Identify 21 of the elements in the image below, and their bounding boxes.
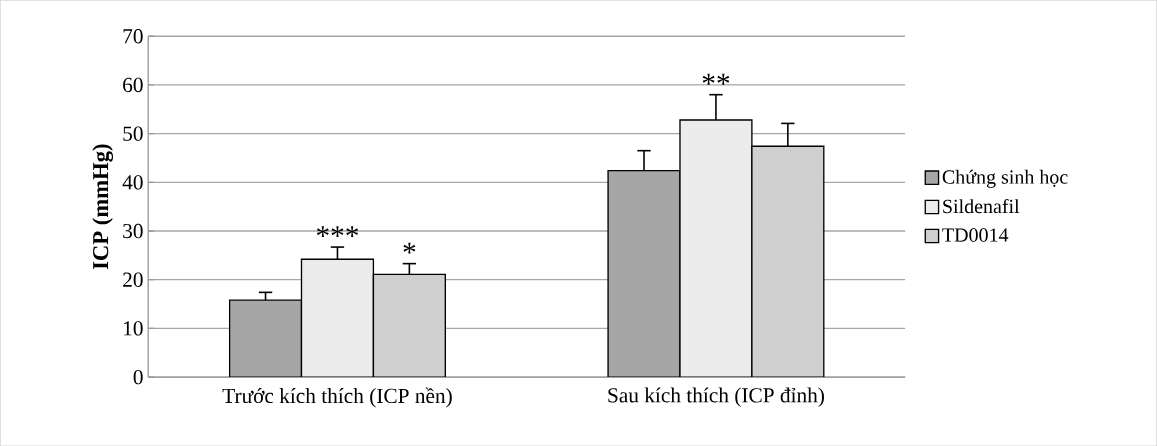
data-label: *** <box>316 226 359 237</box>
x-tick-label: Trước kích thích (ICP nền) <box>222 387 452 408</box>
y-tick-label: 10 <box>124 321 143 336</box>
legend-label: Sildenafil <box>943 198 1020 214</box>
y-tick-label: 50 <box>123 126 143 141</box>
y-tick-label: 20 <box>123 272 143 287</box>
legend-label: TD0014 <box>942 228 1009 242</box>
y-axis-title: ICP (mmHg) <box>92 144 114 269</box>
y-tick-label: 60 <box>123 77 143 92</box>
bar <box>679 119 753 377</box>
x-tick-label: Sau kích thích (ICP đỉnh) <box>608 387 824 407</box>
data-label: ** <box>702 73 730 85</box>
y-tick-label: 0 <box>133 369 143 385</box>
legend-label: Chứng sinh học <box>942 169 1068 188</box>
bar <box>300 258 375 377</box>
y-tick-label: 40 <box>122 174 143 190</box>
y-tick-label: 30 <box>123 223 143 239</box>
bar <box>372 273 446 377</box>
y-tick-label: 70 <box>123 28 143 44</box>
data-label: * <box>403 242 416 254</box>
bar <box>751 145 825 377</box>
